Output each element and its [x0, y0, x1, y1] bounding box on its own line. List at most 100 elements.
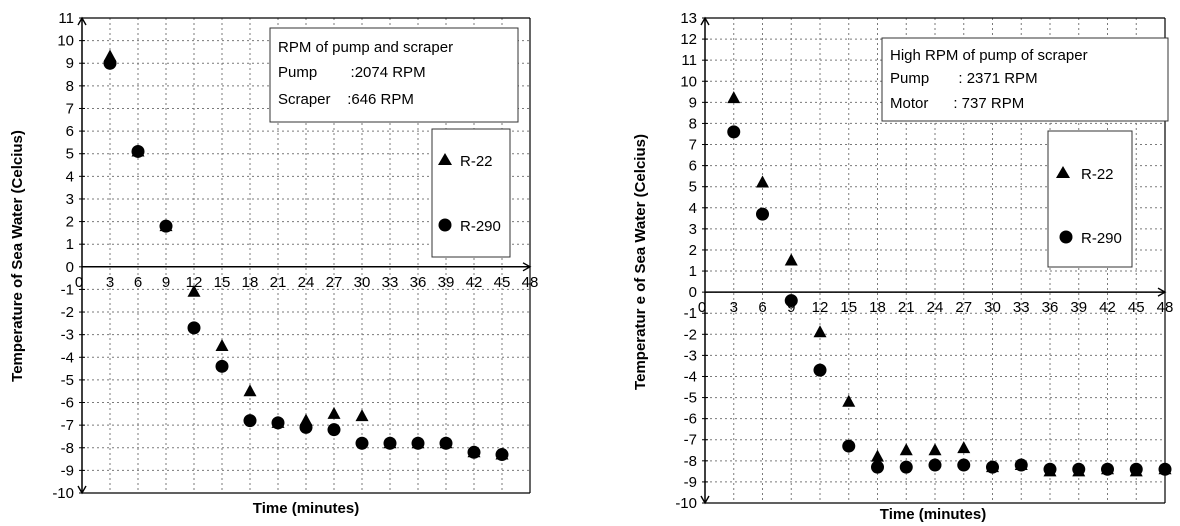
y-tick-label: -7 — [684, 432, 697, 449]
y-tick-label: -5 — [684, 390, 697, 407]
y-tick-label: 4 — [689, 200, 697, 217]
data-point-r290 — [131, 144, 145, 158]
x-tick-label: 42 — [1099, 299, 1116, 316]
x-tick-label: 0 — [698, 299, 706, 316]
data-point-r290 — [411, 436, 425, 450]
data-point-r290 — [1043, 462, 1057, 476]
data-point-r22 — [842, 394, 856, 407]
x-tick-label: 15 — [214, 274, 231, 291]
x-tick-label: 33 — [1013, 299, 1030, 316]
y-tick-label: -4 — [61, 349, 74, 366]
legend-circle-icon — [438, 218, 452, 232]
data-point-r22 — [899, 443, 913, 456]
data-point-r22 — [215, 338, 229, 351]
y-tick-label: 10 — [57, 33, 74, 50]
data-point-r290 — [1129, 462, 1143, 476]
x-tick-label: 48 — [522, 274, 539, 291]
data-point-r290 — [495, 448, 509, 462]
y-tick-label: 12 — [680, 31, 697, 48]
y-tick-label: 6 — [66, 123, 74, 140]
x-tick-label: 24 — [927, 299, 944, 316]
x-tick-label: 3 — [106, 274, 114, 291]
data-point-r290 — [813, 363, 827, 377]
y-tick-label: 3 — [689, 221, 697, 238]
info-box-line: Pump :2074 RPM — [278, 64, 426, 81]
data-point-r290 — [727, 125, 741, 139]
data-point-r22 — [756, 175, 769, 188]
y-tick-label: -9 — [61, 462, 74, 479]
data-point-r290 — [1072, 462, 1086, 476]
x-tick-label: 18 — [242, 274, 259, 291]
y-tick-label: 0 — [66, 259, 74, 276]
y-tick-label: 1 — [66, 236, 74, 253]
x-axis-arrow — [522, 262, 532, 272]
data-point-r290 — [355, 436, 369, 450]
data-point-r22 — [187, 284, 201, 297]
data-point-r290 — [871, 460, 884, 474]
info-box-line: High RPM of pump of scraper — [890, 47, 1088, 64]
data-point-r22 — [727, 91, 741, 104]
data-point-r290 — [467, 445, 481, 459]
y-tick-label: 2 — [66, 214, 74, 231]
y-tick-label: 7 — [66, 100, 74, 117]
data-point-r290 — [756, 207, 769, 221]
data-point-r290 — [271, 416, 285, 430]
data-point-r22 — [871, 449, 884, 462]
y-tick-label: 2 — [689, 242, 697, 259]
x-tick-label: 39 — [1070, 299, 1087, 316]
y-tick-label: 10 — [680, 73, 697, 90]
info-box-line: Motor : 737 RPM — [890, 95, 1024, 112]
legend-label-r22: R-22 — [460, 153, 493, 170]
x-tick-label: 30 — [984, 299, 1001, 316]
x-tick-label: 9 — [162, 274, 170, 291]
y-tick-label: 9 — [689, 94, 697, 111]
y-tick-label: -6 — [61, 395, 74, 412]
y-tick-label: -1 — [61, 281, 74, 298]
data-point-r22 — [928, 443, 942, 456]
y-axis-title: Temperatur e of Sea Water (Celcius) — [632, 134, 649, 390]
y-tick-label: 6 — [689, 158, 697, 175]
x-tick-label: 24 — [298, 274, 315, 291]
legend-box — [1047, 130, 1133, 268]
y-tick-label: 11 — [681, 52, 697, 69]
data-point-r290 — [986, 460, 999, 474]
x-axis-arrow — [1157, 287, 1167, 297]
x-tick-label: 12 — [186, 274, 203, 291]
info-box — [269, 27, 519, 123]
legend-triangle-icon — [438, 153, 452, 165]
data-point-r290 — [439, 436, 453, 450]
data-point-r290 — [1101, 462, 1114, 476]
x-axis-title: Time (minutes) — [880, 506, 986, 523]
y-tick-label: -8 — [684, 453, 697, 470]
legend-circle-icon — [1059, 230, 1073, 244]
y-tick-label: -1 — [684, 305, 697, 322]
info-box — [881, 37, 1169, 122]
y-tick-label: -4 — [684, 368, 697, 385]
y-tick-label: 5 — [689, 179, 697, 196]
x-tick-label: 39 — [438, 274, 455, 291]
x-tick-label: 30 — [354, 274, 371, 291]
data-point-r290 — [383, 436, 397, 450]
data-point-r290 — [215, 359, 229, 373]
data-point-r22 — [243, 384, 257, 397]
info-box-line: Scraper :646 RPM — [278, 91, 414, 108]
x-tick-label: 36 — [410, 274, 427, 291]
legend-triangle-icon — [1056, 166, 1070, 178]
data-point-r290 — [899, 460, 913, 474]
y-tick-label: -10 — [52, 485, 74, 502]
y-tick-label: -3 — [684, 347, 697, 364]
data-point-r22 — [957, 441, 971, 454]
data-point-r290 — [957, 458, 971, 472]
chart-2: 131211109876543210-1-2-3-4-5-6-7-8-9-100… — [632, 10, 1173, 523]
x-tick-label: 45 — [1128, 299, 1145, 316]
data-point-r290 — [243, 414, 257, 428]
x-tick-label: 33 — [382, 274, 399, 291]
x-tick-label: 21 — [898, 299, 915, 316]
x-tick-label: 27 — [326, 274, 343, 291]
y-tick-label: 0 — [689, 284, 697, 301]
x-tick-label: 12 — [812, 299, 829, 316]
x-tick-label: 18 — [869, 299, 886, 316]
data-point-r290 — [299, 420, 313, 434]
y-tick-label: 8 — [66, 78, 74, 95]
data-point-r22 — [327, 406, 341, 419]
